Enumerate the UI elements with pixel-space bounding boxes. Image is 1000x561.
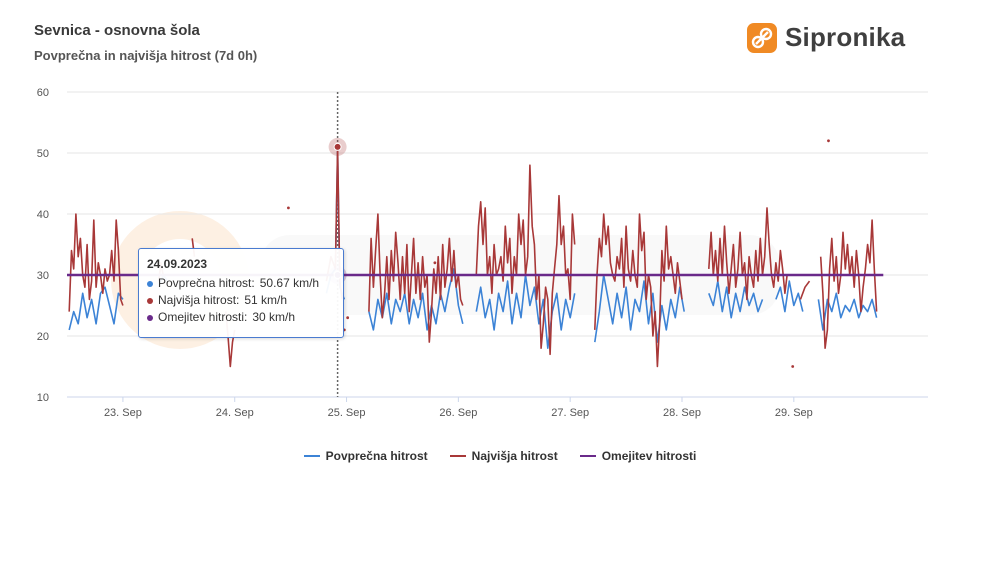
legend-item-max-speed[interactable]: Najvišja hitrost	[449, 449, 558, 463]
tooltip-value-average: 50.67 km/h	[259, 276, 320, 290]
y-tick-label: 40	[37, 209, 49, 221]
x-tick-label: 27. Sep	[551, 407, 589, 419]
legend-item-speed-limit[interactable]: Omejitev hitrosti	[579, 449, 697, 463]
y-tick-label: 60	[37, 87, 49, 99]
y-axis: 10 20 30 40 50 60	[37, 87, 49, 404]
x-tick-label: 25. Sep	[328, 407, 366, 419]
tooltip-label-limit: Omejitev hitrosti:	[158, 310, 248, 324]
series-line-average-speed	[775, 280, 804, 313]
hover-marker	[333, 142, 342, 151]
y-tick-label: 10	[37, 392, 49, 404]
series-point-max-speed	[287, 206, 290, 210]
x-tick-label: 23. Sep	[104, 407, 142, 419]
series-point-max-speed	[827, 139, 830, 143]
legend-label-average: Povprečna hitrost	[325, 449, 428, 463]
series-line-average-speed	[368, 268, 464, 331]
legend-label-limit: Omejitev hitrosti	[601, 449, 697, 463]
brand-logo[interactable]: Sipronika	[747, 22, 905, 53]
series-line-max-speed	[799, 280, 811, 300]
legend-swatch-max	[449, 455, 466, 457]
speed-line-chart[interactable]: 10 20 30 40 50 60 23. Sep 24. Sep 25. Sep 26. Se…	[0, 0, 1000, 440]
legend-swatch-average	[303, 455, 320, 457]
legend-label-max: Najvišja hitrost	[471, 449, 558, 463]
legend-swatch-limit	[579, 455, 596, 457]
tooltip-date: 24.09.2023	[147, 257, 208, 271]
x-tick-label: 28. Sep	[663, 407, 701, 419]
tooltip-label-max: Najvišja hitrost:	[158, 293, 240, 307]
series-line-average-speed	[68, 286, 124, 331]
tooltip-value-max: 51 km/h	[244, 293, 288, 307]
chart-series[interactable]	[67, 139, 884, 368]
y-tick-label: 20	[37, 331, 49, 343]
chart-legend: Povprečna hitrost Najvišja hitrost Omeji…	[0, 449, 1000, 463]
tooltip-row-limit: Omejitev hitrosti: 30 km/h	[147, 309, 335, 326]
x-tick-label: 29. Sep	[775, 407, 813, 419]
x-axis: 23. Sep 24. Sep 25. Sep 26. Sep 27. Sep 28. S…	[67, 396, 928, 419]
tooltip-row-average: Povprečna hitrost: 50.67 km/h	[147, 275, 335, 292]
tooltip-value-limit: 30 km/h	[252, 310, 296, 324]
x-tick-label: 24. Sep	[216, 407, 254, 419]
chart-subtitle: Povprečna in najvišja hitrost (7d 0h)	[34, 48, 258, 63]
tooltip-dot-limit	[147, 314, 153, 321]
tooltip-row-max: Najvišja hitrost: 51 km/h	[147, 292, 335, 309]
series-line-max-speed	[594, 213, 683, 368]
series-line-max-speed	[708, 207, 788, 301]
y-tick-label: 50	[37, 148, 49, 160]
tooltip-dot-max	[147, 297, 153, 304]
legend-item-average-speed[interactable]: Povprečna hitrost	[303, 449, 428, 463]
series-line-max-speed	[819, 219, 878, 349]
brand-logo-text: Sipronika	[785, 22, 906, 52]
series-point-max-speed	[346, 316, 350, 320]
tooltip-dot-average	[147, 280, 153, 287]
y-tick-label: 30	[37, 270, 49, 282]
chart-location-title: Sevnica - osnovna šola	[34, 22, 200, 39]
series-line-max-speed	[68, 213, 124, 312]
series-point-max-speed	[791, 365, 795, 368]
tooltip-label-average: Povprečna hitrost:	[158, 276, 255, 290]
x-tick-label: 26. Sep	[439, 407, 477, 419]
series-line-average-speed	[594, 274, 685, 343]
series-point-max-speed	[433, 261, 437, 265]
chart-tooltip: 24.09.2023 Povprečna hitrost: 50.67 km/h…	[138, 248, 344, 338]
series-line-max-speed	[368, 213, 464, 343]
sipronika-logo-icon	[747, 22, 777, 53]
